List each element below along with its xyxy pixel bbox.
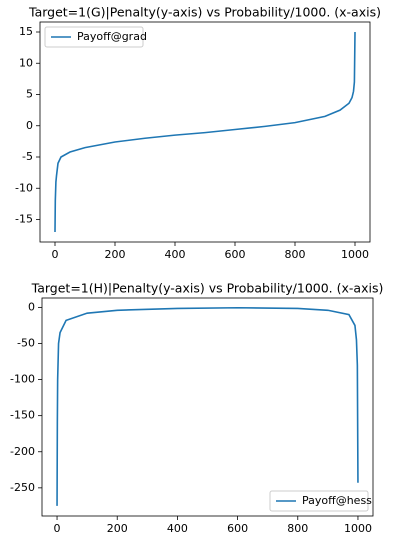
line-series xyxy=(56,306,359,506)
x-tick-label: 0 xyxy=(54,522,61,535)
legend-label: Payoff@hess xyxy=(302,494,372,507)
x-tick-label: 800 xyxy=(285,248,306,261)
x-tick-label: 600 xyxy=(227,522,248,535)
y-tick-label: -200 xyxy=(10,445,35,458)
x-tick-label: 600 xyxy=(225,248,246,261)
y-tick-label: -100 xyxy=(10,373,35,386)
x-tick-label: 800 xyxy=(287,522,308,535)
line-series xyxy=(54,31,356,233)
y-tick-label: 15 xyxy=(19,25,33,38)
legend-box xyxy=(44,26,144,48)
y-tick-label: -150 xyxy=(10,409,35,422)
y-tick-label: 5 xyxy=(26,88,33,101)
chart-title: Target=1(H)|Penalty(y-axis) vs Probabili… xyxy=(31,281,384,296)
y-tick-label: -50 xyxy=(17,336,35,349)
y-tick-label: 0 xyxy=(26,119,33,132)
legend-label: Payoff@grad xyxy=(77,30,147,43)
y-tick-label: -15 xyxy=(15,213,33,226)
x-tick-label: 400 xyxy=(165,248,186,261)
chart-title: Target=1(G)|Penalty(y-axis) vs Probabili… xyxy=(28,5,381,20)
x-tick-label: 0 xyxy=(52,248,59,261)
x-tick-label: 200 xyxy=(105,248,126,261)
axes-frame xyxy=(39,21,371,243)
y-tick-label: 0 xyxy=(28,300,35,313)
x-tick-label: 1000 xyxy=(341,248,369,261)
y-tick-label: -5 xyxy=(22,150,33,163)
y-tick-label: 10 xyxy=(19,56,33,69)
x-tick-label: 1000 xyxy=(344,522,372,535)
y-tick-label: -10 xyxy=(15,181,33,194)
legend-box xyxy=(269,490,369,512)
axes-frame xyxy=(41,297,374,517)
x-tick-label: 200 xyxy=(107,522,128,535)
y-tick-label: -250 xyxy=(10,481,35,494)
x-tick-label: 400 xyxy=(167,522,188,535)
